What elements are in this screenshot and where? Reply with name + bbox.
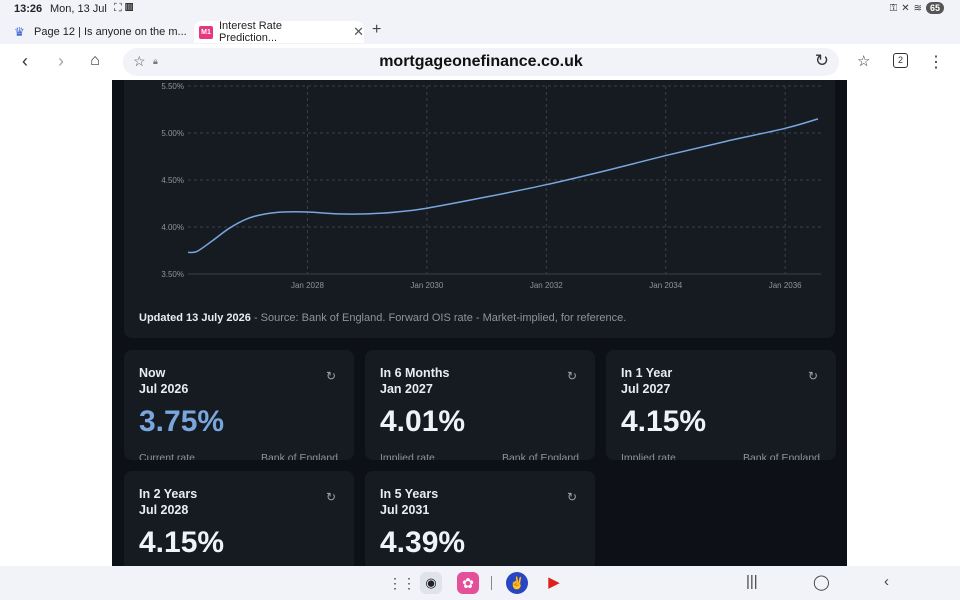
status-time: 13:26 xyxy=(14,3,43,15)
tab-forum[interactable]: ♛ Page 12 | Is anyone on the m... xyxy=(14,21,189,43)
card-source: Bank of England xyxy=(742,452,820,460)
dock-divider xyxy=(491,576,492,590)
card-period: Now xyxy=(139,366,166,380)
card-sub: Current rate xyxy=(139,452,196,460)
card-month: Jul 2031 xyxy=(380,503,430,517)
forward-icon[interactable]: › xyxy=(58,51,64,71)
lock-icon: 🔒︎ xyxy=(153,56,158,66)
card-period: In 5 Years xyxy=(380,487,439,501)
home-button-icon[interactable]: ◯ xyxy=(813,574,830,591)
bookmarks-icon[interactable]: ☆ xyxy=(857,53,871,70)
recents-icon[interactable]: ||| xyxy=(746,573,758,590)
wifi-icon: ≋ xyxy=(913,2,922,14)
card-month: Jan 2027 xyxy=(380,382,433,396)
card-6-months: In 6 Months Jan 2027 ↻ 4.01% Implied rate… xyxy=(365,350,595,460)
rate-line xyxy=(187,118,819,254)
close-icon[interactable]: ✕ xyxy=(353,24,364,39)
card-month: Jul 2027 xyxy=(621,382,671,396)
updated-date: Updated 13 July 2026 xyxy=(139,312,251,324)
tab-title: Interest Rate Prediction... xyxy=(219,20,282,44)
refresh-icon[interactable]: ↻ xyxy=(566,490,577,504)
card-label: Now Jul 2026 xyxy=(139,365,188,397)
status-date: Mon, 13 Jul xyxy=(50,3,107,15)
reload-icon[interactable]: ↻ xyxy=(814,51,829,70)
rate-chart: 5.50% 5.00% 4.50% 4.00% 3.50% Jan 2028 Jan 203… xyxy=(161,82,821,290)
x-tick-label: Jan 2030 xyxy=(410,281,443,290)
y-tick-label: 4.50% xyxy=(161,176,184,185)
new-tab-icon[interactable]: + xyxy=(372,21,382,38)
card-month: Jul 2028 xyxy=(139,503,189,517)
x-tick-label: Jan 2032 xyxy=(530,281,563,290)
card-month: Jul 2026 xyxy=(139,382,189,396)
status-icons: ⚿ ✕ ≋ 65 xyxy=(890,2,944,14)
tab-count-icon[interactable]: 2 xyxy=(893,53,908,68)
site-content: 5.50% 5.00% 4.50% 4.00% 3.50% Jan 2028 Jan 203… xyxy=(112,80,847,566)
card-value: 4.39% xyxy=(380,526,466,559)
refresh-icon[interactable]: ↻ xyxy=(566,369,577,383)
card-sub: Implied rate xyxy=(621,452,676,460)
card-sub: Implied rate xyxy=(380,452,435,460)
card-5-years: In 5 Years Jul 2031 ↻ 4.39% xyxy=(365,471,595,566)
refresh-icon[interactable]: ↻ xyxy=(325,490,336,504)
card-source: Bank of England xyxy=(260,452,338,460)
back-button-icon[interactable]: ‹ xyxy=(884,573,889,590)
crown-icon: ♛ xyxy=(14,25,25,39)
card-value: 4.15% xyxy=(621,405,707,438)
star-add-icon[interactable]: ☆ xyxy=(133,53,146,69)
card-2-years: In 2 Years Jul 2028 ↻ 4.15% xyxy=(124,471,354,566)
y-tick-label: 5.00% xyxy=(161,129,184,138)
menu-icon[interactable]: ⋮ xyxy=(928,54,944,71)
card-source: Bank of England xyxy=(501,452,579,460)
url-text[interactable]: mortgageonefinance.co.uk xyxy=(379,53,583,70)
card-period: In 1 Year xyxy=(621,366,673,380)
battery-icon: 65 xyxy=(925,2,944,14)
gallery-app-icon[interactable]: ✿ xyxy=(457,572,479,594)
refresh-icon[interactable]: ↻ xyxy=(807,369,818,383)
card-value: 3.75% xyxy=(139,405,225,438)
url-field[interactable]: ☆ 🔒︎ mortgageonefinance.co.uk ↻ xyxy=(123,48,839,76)
card-now: Now Jul 2026 ↻ 3.75% Current rate Bank of… xyxy=(124,350,354,460)
y-tick-label: 3.50% xyxy=(161,270,184,279)
youtube-icon[interactable]: ▶ xyxy=(548,574,560,591)
site-favicon: M1 xyxy=(199,25,213,39)
updated-source: - Source: Bank of England. Forward OIS r… xyxy=(250,312,627,324)
system-nav-bar: ⋮⋮⋮ ◉ ✿ ✌ ▶ ||| ◯ ‹ xyxy=(0,566,960,600)
chart-card: 5.50% 5.00% 4.50% 4.00% 3.50% Jan 2028 Jan 203… xyxy=(124,80,835,338)
camera-app-icon[interactable]: ◉ xyxy=(420,572,442,594)
x-tick-label: Jan 2036 xyxy=(769,281,802,290)
card-value: 4.15% xyxy=(139,526,225,559)
card-label: In 6 Months Jan 2027 xyxy=(380,365,449,397)
refresh-icon[interactable]: ↻ xyxy=(325,369,336,383)
tab-bar: ♛ Page 12 | Is anyone on the m... M1 Int… xyxy=(0,18,960,44)
card-label: In 5 Years Jul 2031 xyxy=(380,486,438,518)
card-1-year: In 1 Year Jul 2027 ↻ 4.15% Implied rate B… xyxy=(606,350,836,460)
y-tick-label: 5.50% xyxy=(161,82,184,91)
lottery-app-icon[interactable]: ✌ xyxy=(506,572,528,594)
card-label: In 1 Year Jul 2027 xyxy=(621,365,672,397)
back-icon[interactable]: ‹ xyxy=(22,51,28,71)
page: 5.50% 5.00% 4.50% 4.00% 3.50% Jan 2028 Jan 203… xyxy=(0,80,960,566)
updated-note: Updated 13 July 2026 - Source: Bank of E… xyxy=(139,312,626,324)
apps-grid-icon[interactable]: ⋮⋮⋮ xyxy=(388,575,430,591)
x-tick-label: Jan 2034 xyxy=(649,281,682,290)
home-icon[interactable]: ⌂ xyxy=(90,52,100,69)
status-bar: 13:26 Mon, 13 Jul ⛶ ▦ ⚿ ✕ ≋ 65 xyxy=(0,0,960,18)
key-icon: ⚿ xyxy=(889,2,898,14)
card-label: In 2 Years Jul 2028 xyxy=(139,486,197,518)
tab-interest-rate[interactable]: M1 Interest Rate Prediction... ✕ xyxy=(194,20,364,44)
screenshot-icon: ⛶ ▦ xyxy=(114,2,134,14)
card-period: In 2 Years xyxy=(139,487,198,501)
mute-icon: ✕ xyxy=(901,2,910,14)
y-tick-label: 4.00% xyxy=(161,223,184,232)
card-period: In 6 Months xyxy=(380,366,450,380)
card-value: 4.01% xyxy=(380,405,466,438)
x-tick-label: Jan 2028 xyxy=(291,281,324,290)
tab-title: Page 12 | Is anyone on the m... xyxy=(34,26,187,38)
address-bar: ‹ › ⌂ ☆ 🔒︎ mortgageonefinance.co.uk ↻ ☆ … xyxy=(0,44,960,80)
